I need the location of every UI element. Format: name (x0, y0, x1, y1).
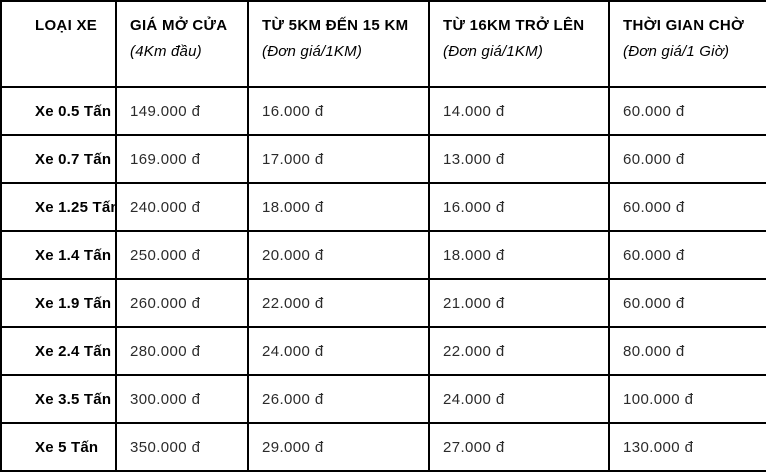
col-subtitle: (4Km đầu) (130, 43, 202, 60)
col-title: GIÁ MỞ CỬA (130, 17, 228, 34)
opening-price-cell: 240.000 đ (115, 182, 249, 232)
table-row: Xe 0.7 Tấn 169.000 đ 17.000 đ 13.000 đ 6… (0, 134, 766, 184)
opening-price-cell: 280.000 đ (115, 326, 249, 376)
col-header-waiting-time: THỜI GIAN CHỜ (Đơn giá/1 Giờ) (608, 0, 766, 88)
vehicle-type-cell: Xe 2.4 Tấn (0, 326, 117, 376)
col-subtitle: (Đơn giá/1 Giờ) (623, 43, 730, 60)
opening-price-cell: 250.000 đ (115, 230, 249, 280)
waiting-rate-cell: 60.000 đ (608, 278, 766, 328)
vehicle-type-cell: Xe 0.7 Tấn (0, 134, 117, 184)
rate-5-15km-cell: 16.000 đ (247, 86, 430, 136)
col-header-5km-to-15km: TỪ 5KM ĐẾN 15 KM (Đơn giá/1KM) (247, 0, 430, 88)
vehicle-type-cell: Xe 1.4 Tấn (0, 230, 117, 280)
rate-16km-up-cell: 24.000 đ (428, 374, 610, 424)
table-row: Xe 3.5 Tấn 300.000 đ 26.000 đ 24.000 đ 1… (0, 374, 766, 424)
rate-5-15km-cell: 22.000 đ (247, 278, 430, 328)
col-title: TỪ 5KM ĐẾN 15 KM (262, 17, 409, 34)
col-title: TỪ 16KM TRỞ LÊN (443, 17, 585, 34)
table-row: Xe 1.25 Tấn 240.000 đ 18.000 đ 16.000 đ … (0, 182, 766, 232)
rate-16km-up-cell: 22.000 đ (428, 326, 610, 376)
col-header-vehicle-type: LOẠI XE (0, 0, 117, 88)
table-row: Xe 0.5 Tấn 149.000 đ 16.000 đ 14.000 đ 6… (0, 86, 766, 136)
vehicle-type-cell: Xe 5 Tấn (0, 422, 117, 472)
table-row: Xe 5 Tấn 350.000 đ 29.000 đ 27.000 đ 130… (0, 422, 766, 472)
rate-16km-up-cell: 18.000 đ (428, 230, 610, 280)
col-title: THỜI GIAN CHỜ (623, 17, 745, 34)
rate-5-15km-cell: 18.000 đ (247, 182, 430, 232)
rate-5-15km-cell: 29.000 đ (247, 422, 430, 472)
opening-price-cell: 149.000 đ (115, 86, 249, 136)
table-row: Xe 2.4 Tấn 280.000 đ 24.000 đ 22.000 đ 8… (0, 326, 766, 376)
rate-5-15km-cell: 17.000 đ (247, 134, 430, 184)
rate-16km-up-cell: 21.000 đ (428, 278, 610, 328)
rate-16km-up-cell: 13.000 đ (428, 134, 610, 184)
vehicle-type-cell: Xe 1.25 Tấn (0, 182, 117, 232)
waiting-rate-cell: 60.000 đ (608, 182, 766, 232)
rate-5-15km-cell: 24.000 đ (247, 326, 430, 376)
col-subtitle: (Đơn giá/1KM) (262, 43, 363, 60)
rate-5-15km-cell: 20.000 đ (247, 230, 430, 280)
vehicle-type-cell: Xe 3.5 Tấn (0, 374, 117, 424)
waiting-rate-cell: 130.000 đ (608, 422, 766, 472)
opening-price-cell: 300.000 đ (115, 374, 249, 424)
table-row: Xe 1.4 Tấn 250.000 đ 20.000 đ 18.000 đ 6… (0, 230, 766, 280)
opening-price-cell: 169.000 đ (115, 134, 249, 184)
rate-16km-up-cell: 16.000 đ (428, 182, 610, 232)
waiting-rate-cell: 60.000 đ (608, 230, 766, 280)
table-row: Xe 1.9 Tấn 260.000 đ 22.000 đ 21.000 đ 6… (0, 278, 766, 328)
rate-16km-up-cell: 14.000 đ (428, 86, 610, 136)
col-header-opening-price: GIÁ MỞ CỬA (4Km đầu) (115, 0, 249, 88)
waiting-rate-cell: 80.000 đ (608, 326, 766, 376)
vehicle-type-cell: Xe 1.9 Tấn (0, 278, 117, 328)
col-title: LOẠI XE (35, 17, 98, 34)
rate-5-15km-cell: 26.000 đ (247, 374, 430, 424)
opening-price-cell: 260.000 đ (115, 278, 249, 328)
header-row: LOẠI XE GIÁ MỞ CỬA (4Km đầu) TỪ 5KM ĐẾN … (0, 0, 766, 88)
vehicle-type-cell: Xe 0.5 Tấn (0, 86, 117, 136)
col-subtitle: (Đơn giá/1KM) (443, 43, 544, 60)
opening-price-cell: 350.000 đ (115, 422, 249, 472)
waiting-rate-cell: 100.000 đ (608, 374, 766, 424)
rate-16km-up-cell: 27.000 đ (428, 422, 610, 472)
waiting-rate-cell: 60.000 đ (608, 134, 766, 184)
col-header-16km-up: TỪ 16KM TRỞ LÊN (Đơn giá/1KM) (428, 0, 610, 88)
waiting-rate-cell: 60.000 đ (608, 86, 766, 136)
